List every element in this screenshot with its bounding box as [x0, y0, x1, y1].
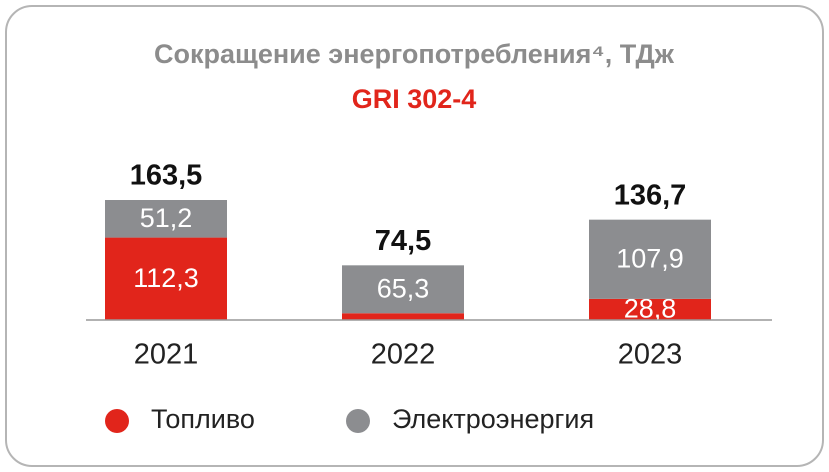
legend-label: Электроэнергия	[392, 404, 594, 434]
value-label: 51,2	[140, 203, 193, 233]
bar-segment	[105, 200, 227, 238]
value-label: 65,3	[377, 273, 430, 303]
chart-subtitle: GRI 302-4	[352, 84, 477, 114]
total-label: 136,7	[614, 179, 687, 211]
x-tick-label: 2023	[618, 339, 683, 371]
total-label: 74,5	[375, 225, 431, 257]
value-label: 107,9	[616, 243, 684, 273]
card	[5, 5, 824, 467]
bar-segment	[589, 219, 711, 299]
total-label: 163,5	[130, 160, 203, 192]
bar-segment	[342, 265, 464, 314]
legend-marker	[346, 409, 370, 433]
chart-title: Сокращение энергопотребления⁴, ТДж	[154, 39, 675, 69]
legend-label: Топливо	[151, 404, 255, 434]
x-tick-label: 2022	[371, 339, 436, 371]
bar-segment	[589, 298, 711, 320]
x-tick-label: 2021	[134, 339, 199, 371]
legend-marker	[105, 409, 129, 433]
bar-segment	[342, 313, 464, 320]
bar-segment	[105, 237, 227, 320]
value-label: 112,3	[133, 263, 199, 293]
